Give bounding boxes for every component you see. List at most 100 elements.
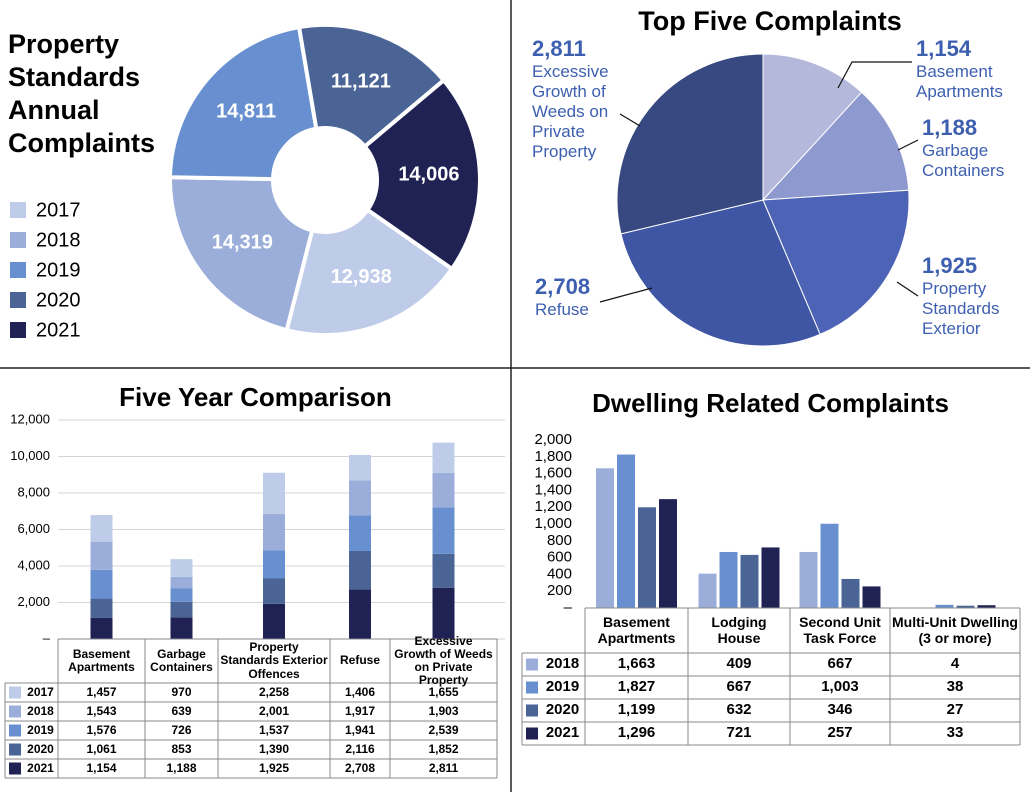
table-cell: 632 [726, 701, 752, 719]
leader-line [619, 113, 641, 127]
slice [296, 23, 447, 150]
slice-label: 1,154 Basement Apartments [916, 36, 1026, 102]
bar-segment [432, 442, 455, 473]
bar [719, 551, 738, 608]
legend-swatch [526, 704, 538, 717]
table-cell: 409 [726, 655, 752, 673]
legend-label: 2021 [545, 724, 580, 742]
chart-title: Dwelling Related Complaints [592, 388, 949, 418]
table-header: Basement Apartments [68, 646, 135, 674]
bar [862, 586, 881, 608]
chart-title: Five Year Comparison [119, 382, 392, 412]
legend-label: 2018 [545, 655, 580, 673]
table-cell: 1,917 [344, 703, 376, 718]
legend-label: 2021 [27, 760, 54, 775]
table-header: Excessive Growth of Weeds on Private Pro… [394, 633, 493, 688]
value-label: 11,121 [331, 71, 391, 93]
y-tick-label: 4,000 [17, 557, 50, 572]
bar [659, 499, 677, 608]
chart-title: Property Standards Annual Complaints [8, 29, 156, 158]
table-cell: 2,001 [258, 703, 290, 718]
bar-segment [432, 553, 455, 588]
table-cell: 38 [946, 678, 964, 696]
table-cell: 2,539 [428, 722, 459, 737]
table-cell: 2,258 [258, 684, 290, 699]
bar [761, 547, 780, 608]
value-label: 2,708 [535, 274, 591, 299]
table-cell: 2,811 [428, 760, 459, 775]
bar-segment [263, 550, 285, 579]
table-cell: 726 [171, 722, 192, 737]
table-cell: 1,199 [617, 701, 656, 719]
table-cell: 2,116 [345, 741, 375, 756]
y-tick-label: 800 [547, 532, 572, 549]
table-cell: 1,827 [617, 678, 656, 696]
y-tick-label: 600 [547, 549, 572, 566]
legend-label: 2019 [545, 678, 580, 696]
slice [361, 77, 482, 272]
bar-segment [432, 507, 455, 554]
bar-segment [170, 559, 193, 577]
leader-line [837, 61, 912, 89]
bar-segment [349, 454, 371, 481]
legend-swatch [10, 262, 26, 278]
value-label: 1,154 [916, 36, 972, 61]
table-cell: 667 [726, 678, 752, 696]
legend-swatch [10, 292, 26, 308]
slice-label: 1,188 Garbage Containers [922, 115, 1027, 181]
bar-segment [349, 589, 371, 639]
legend-label: 2021 [36, 319, 81, 341]
bar-segment [349, 515, 371, 551]
legend-label: 2019 [27, 722, 54, 737]
bar-segment [263, 472, 285, 514]
bar [596, 468, 614, 608]
legend-swatch [526, 727, 538, 740]
bar-segment [90, 617, 113, 639]
bar-segment [170, 588, 193, 602]
leader-line [599, 287, 653, 303]
bar [956, 605, 975, 608]
y-tick-label: 1,800 [534, 448, 572, 465]
bar-segment [170, 617, 193, 639]
legend-swatch [9, 705, 21, 718]
leader-line [897, 139, 919, 151]
slice-label: 2,811 Excessive Growth of Weeds on Privat… [532, 36, 629, 162]
bar [799, 551, 818, 608]
legend-swatch [9, 724, 21, 737]
y-tick-label: 10,000 [10, 448, 50, 463]
table-header: Second Unit Task Force [799, 614, 881, 646]
table-header: Multi-Unit Dwelling (3 or more) [892, 614, 1018, 646]
table-cell: 1,941 [344, 722, 376, 737]
value-label: 14,319 [212, 231, 273, 253]
y-tick-label: 1,200 [534, 498, 572, 515]
table-cell: 4 [950, 655, 960, 673]
leader-line [896, 281, 919, 297]
table-cell: 33 [946, 724, 964, 742]
table-cell: 970 [171, 684, 192, 699]
legend-label: 2020 [545, 701, 580, 719]
legend-swatch [10, 232, 26, 248]
table-cell: 2,708 [344, 760, 376, 775]
bar-segment [263, 578, 285, 604]
table-cell: 721 [726, 724, 752, 742]
category-label: Refuse [535, 300, 589, 319]
bar [617, 454, 635, 608]
slice-label: 1,925 Property Standards Exterior [922, 253, 1022, 339]
bar-segment [170, 601, 193, 618]
table-cell: 853 [171, 741, 192, 756]
value-label: 1,188 [922, 115, 978, 140]
y-tick-label: 2,000 [534, 431, 572, 448]
y-tick-label: 6,000 [17, 521, 50, 536]
table-cell: 1,655 [428, 684, 459, 699]
bar-segment [90, 515, 113, 542]
bar-segment [90, 569, 113, 599]
bar-segment [90, 598, 113, 618]
bar-segment [170, 576, 193, 589]
bar [977, 605, 996, 608]
table-cell: 1,663 [617, 655, 656, 673]
bar [638, 507, 656, 608]
table-header: Property Standards Exterior Offences [220, 640, 328, 681]
table-cell: 1,925 [258, 760, 290, 775]
